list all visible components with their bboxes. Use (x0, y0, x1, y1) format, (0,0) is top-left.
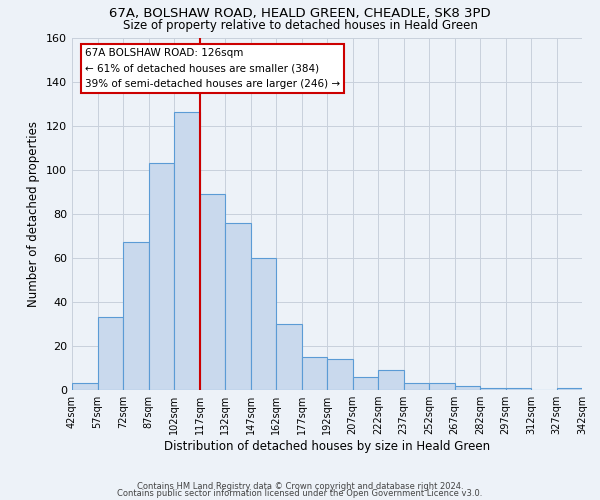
Bar (149, 163, 174, 390)
Text: Contains HM Land Registry data © Crown copyright and database right 2024.: Contains HM Land Registry data © Crown c… (137, 482, 463, 491)
Text: Size of property relative to detached houses in Heald Green: Size of property relative to detached ho… (122, 18, 478, 32)
Bar (505, 388, 531, 390)
Bar (200, 194, 225, 390)
Bar (404, 384, 429, 390)
Bar (557, 388, 582, 390)
Bar (429, 384, 455, 390)
Bar (123, 242, 149, 390)
Bar (72, 384, 97, 390)
Bar (97, 318, 123, 390)
Bar (174, 112, 199, 390)
Bar (276, 324, 302, 390)
Text: 67A, BOLSHAW ROAD, HEALD GREEN, CHEADLE, SK8 3PD: 67A, BOLSHAW ROAD, HEALD GREEN, CHEADLE,… (109, 8, 491, 20)
Bar (480, 388, 505, 390)
X-axis label: Distribution of detached houses by size in Heald Green: Distribution of detached houses by size … (164, 440, 490, 453)
Bar (455, 386, 480, 390)
Bar (378, 370, 404, 390)
Bar (327, 359, 353, 390)
Text: Contains public sector information licensed under the Open Government Licence v3: Contains public sector information licen… (118, 489, 482, 498)
Bar (251, 258, 276, 390)
Bar (302, 357, 327, 390)
Y-axis label: Number of detached properties: Number of detached properties (28, 120, 40, 306)
Bar (353, 377, 378, 390)
Bar (225, 222, 251, 390)
Text: 67A BOLSHAW ROAD: 126sqm
← 61% of detached houses are smaller (384)
39% of semi-: 67A BOLSHAW ROAD: 126sqm ← 61% of detach… (85, 48, 340, 90)
